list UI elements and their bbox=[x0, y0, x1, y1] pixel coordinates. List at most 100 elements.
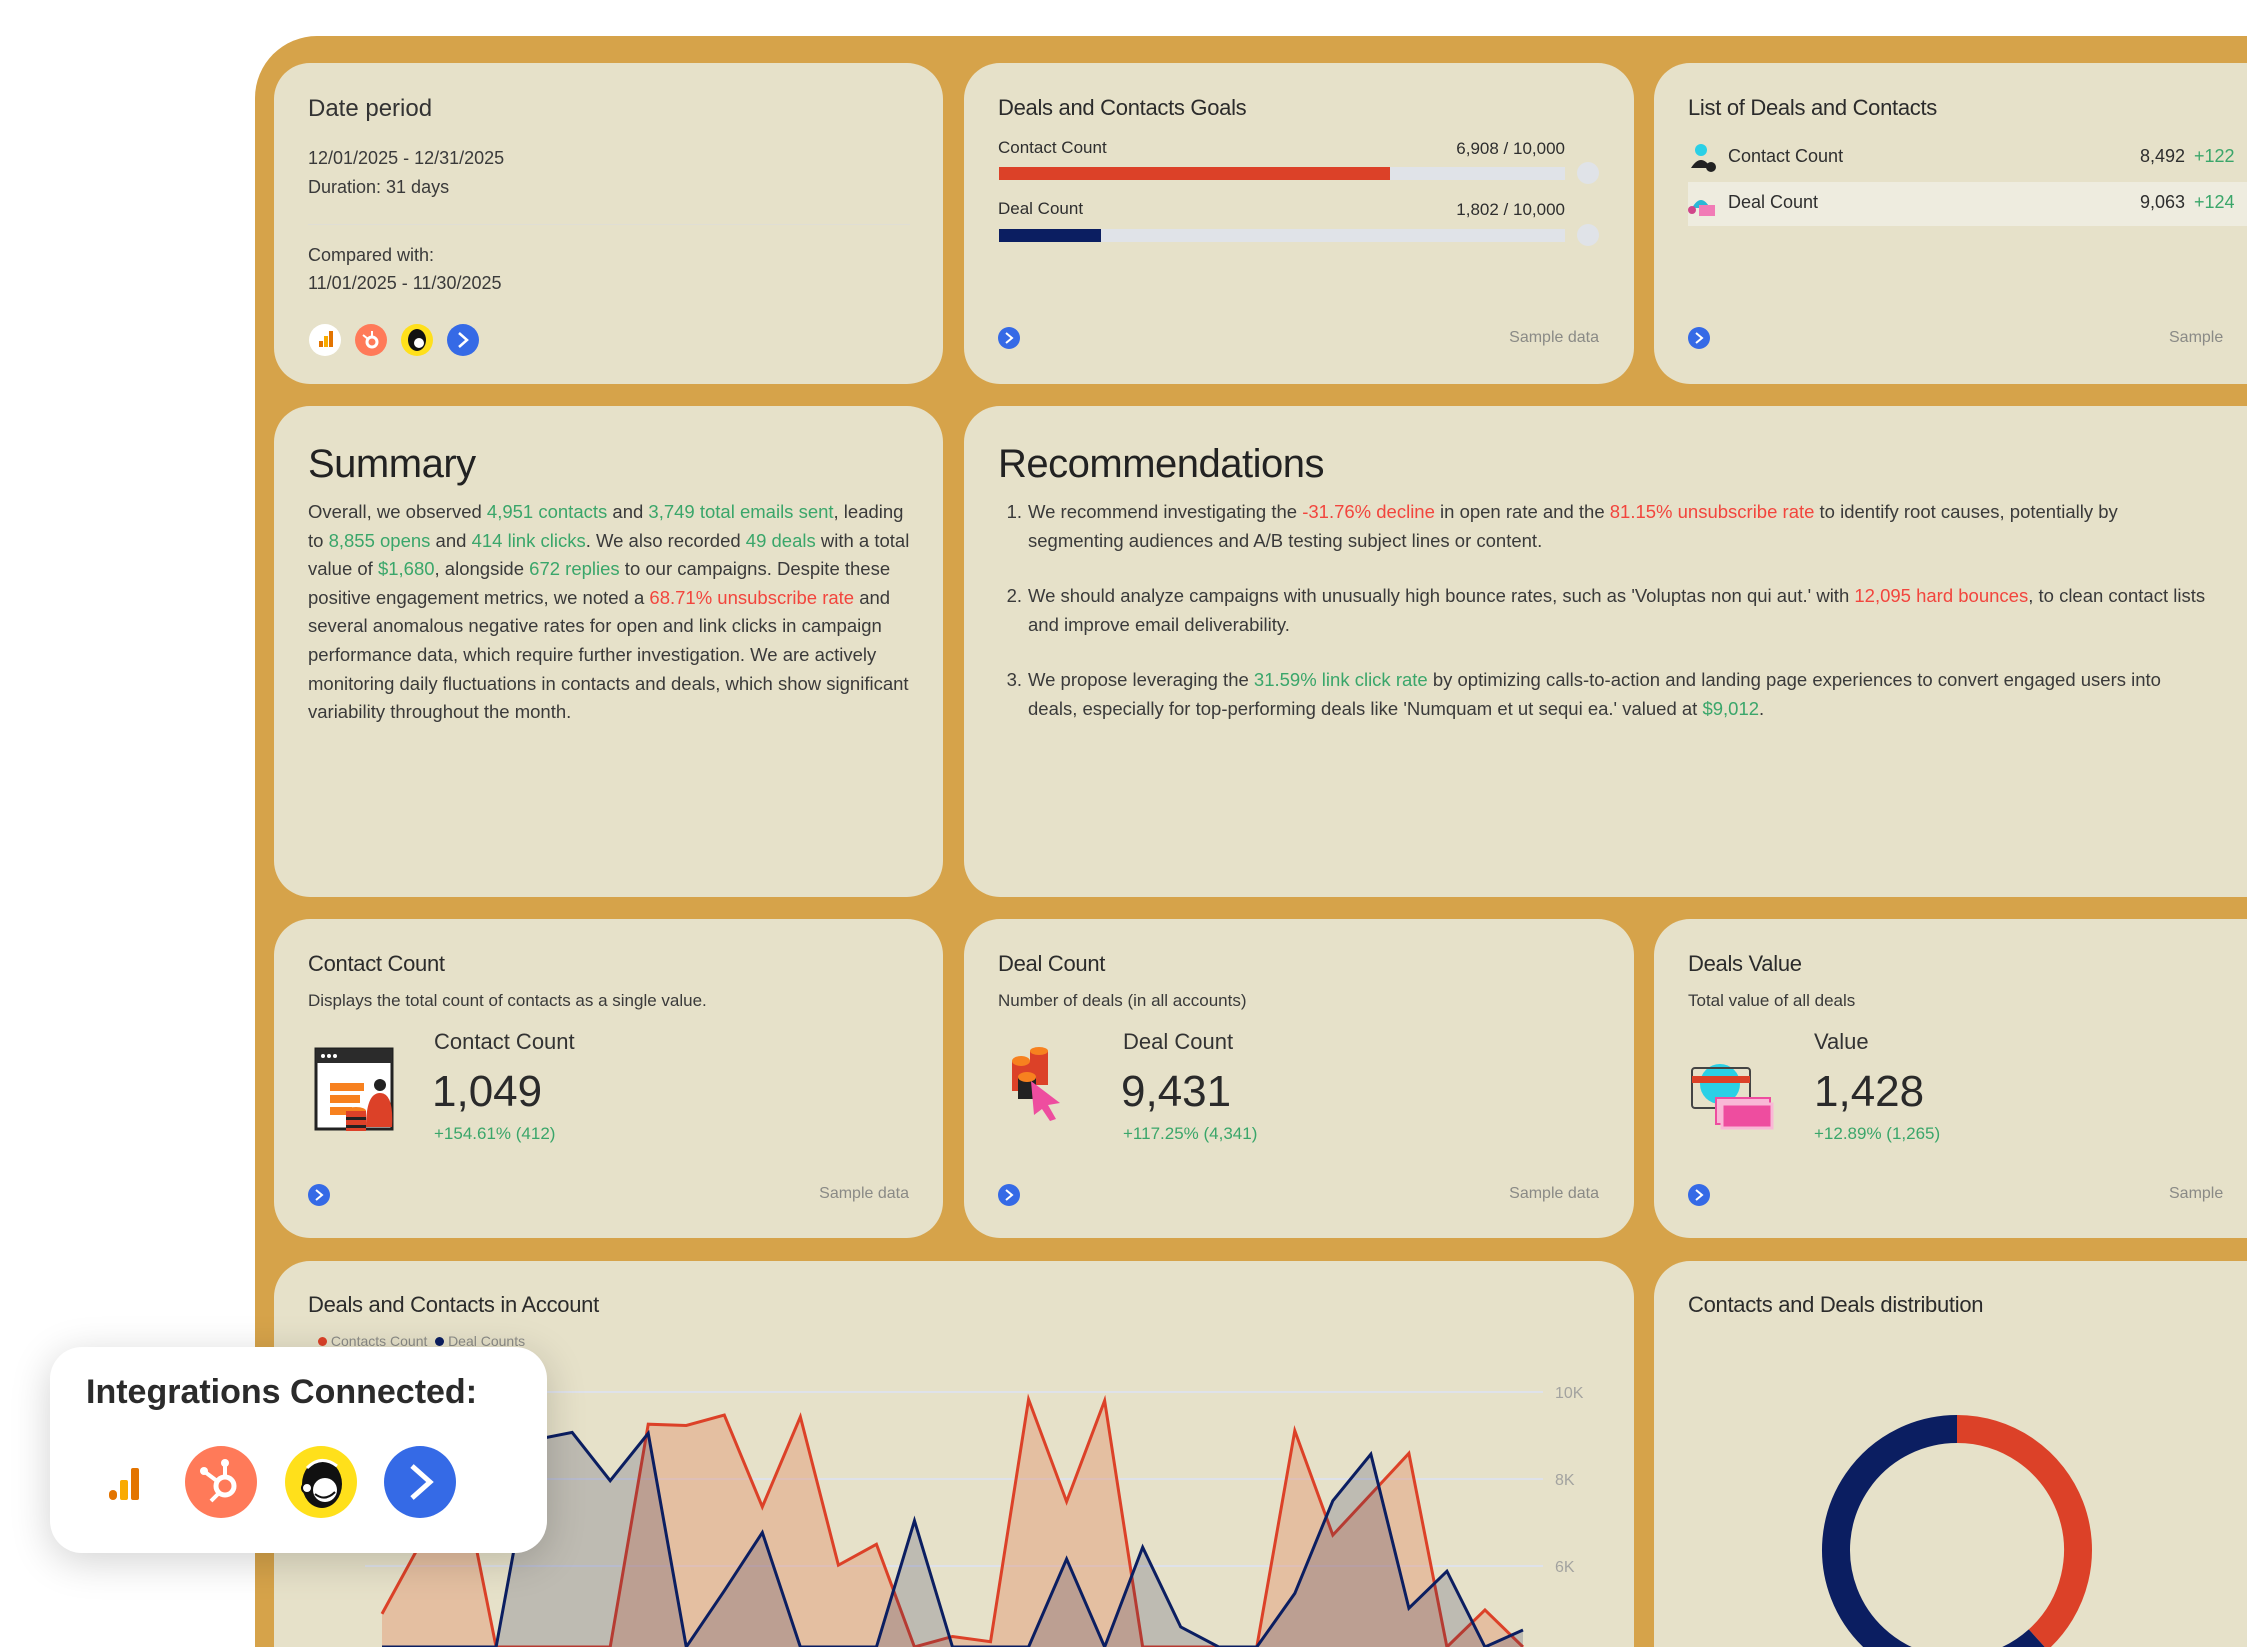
activecampaign-icon[interactable] bbox=[384, 1446, 456, 1518]
highlight-positive: 49 deals bbox=[745, 529, 816, 551]
text-segment: , to clean contact lists and improve ema… bbox=[1028, 585, 2206, 635]
duration: Duration: 31 days bbox=[308, 177, 450, 197]
sample-data-label: Sample bbox=[2169, 1185, 2224, 1202]
list-card: List of Deals and Contacts Contact Count… bbox=[1654, 63, 2247, 384]
chart-title: Deals and Contacts in Account bbox=[308, 1292, 599, 1317]
sample-data-label: Sample bbox=[2169, 329, 2224, 346]
donut-slice bbox=[1822, 1415, 2045, 1647]
contact-count-card: Contact Count Displays the total count o… bbox=[274, 919, 943, 1238]
legend-contacts[interactable]: Contacts Count bbox=[330, 1333, 428, 1349]
progress-knob[interactable] bbox=[1577, 162, 1599, 184]
hubspot-icon[interactable] bbox=[185, 1446, 257, 1518]
integration-icons bbox=[309, 324, 509, 356]
stat-value: 1,428 bbox=[1814, 1067, 1925, 1116]
summary-text: Overall, we observed 4,951 contacts and … bbox=[308, 498, 918, 727]
stat-label: Deal Count bbox=[1123, 1029, 1234, 1054]
integrations-popup: Integrations Connected: bbox=[50, 1347, 547, 1553]
legend-deals[interactable]: Deal Counts bbox=[448, 1333, 526, 1349]
compared-label: Compared with: bbox=[308, 245, 435, 265]
item-text: We propose leveraging the 31.59% link cl… bbox=[1028, 666, 2213, 723]
text-segment: and bbox=[430, 529, 472, 551]
deals-value-card: Deals Value Total value of all deals Val… bbox=[1654, 919, 2247, 1238]
google-analytics-icon[interactable] bbox=[87, 1446, 159, 1518]
list-row[interactable]: Contact Count 8,492 +122 bbox=[1688, 142, 2247, 172]
recommendation-item: 3. We propose leveraging the 31.59% link … bbox=[998, 666, 2213, 723]
text-segment: . bbox=[1759, 697, 1765, 719]
highlight-positive: $1,680 bbox=[377, 558, 435, 580]
row-label: Contact Count bbox=[1728, 146, 1844, 166]
text-segment: We propose leveraging the bbox=[1028, 669, 1254, 691]
highlight-positive: $9,012 bbox=[1702, 697, 1760, 719]
contact-goal-progress bbox=[999, 167, 1565, 180]
activecampaign-icon[interactable] bbox=[308, 1184, 330, 1206]
y-tick-label: 8K bbox=[1555, 1472, 1575, 1489]
text-segment: and bbox=[607, 501, 649, 522]
activecampaign-icon[interactable] bbox=[998, 1184, 1020, 1206]
legend-dot-contacts bbox=[318, 1337, 327, 1346]
text-segment: . We also recorded bbox=[585, 529, 746, 551]
item-number: 2. bbox=[1006, 585, 1022, 607]
text-segment: Overall, we observed bbox=[308, 501, 487, 522]
y-tick-label: 6K bbox=[1555, 1559, 1575, 1576]
list-row-highlight bbox=[1688, 182, 2247, 226]
text-segment: We recommend investigating the bbox=[1028, 501, 1303, 522]
recommendations-heading: Recommendations bbox=[998, 442, 1325, 486]
contact-person-icon bbox=[1691, 144, 1716, 172]
activecampaign-icon[interactable] bbox=[1688, 327, 1710, 349]
stat-label: Contact Count bbox=[434, 1029, 575, 1054]
chart-legend: Contacts Count Deal Counts bbox=[318, 1333, 525, 1349]
mailchimp-icon[interactable] bbox=[285, 1446, 357, 1518]
row-change: +124 bbox=[2194, 192, 2235, 212]
goal-value: 6,908 / 10,000 bbox=[1456, 139, 1565, 158]
deal-box-icon bbox=[1688, 200, 1715, 216]
chart-title: Contacts and Deals distribution bbox=[1688, 1292, 1984, 1317]
activecampaign-icon[interactable] bbox=[998, 327, 1020, 349]
text-segment: to our campaigns. Despite these positive… bbox=[308, 558, 891, 608]
stat-value: 1,049 bbox=[432, 1067, 543, 1116]
recommendation-item: 2. We should analyze campaigns with unusu… bbox=[998, 582, 2213, 639]
row-value: 9,063 bbox=[2140, 192, 2186, 212]
stat-value: 9,431 bbox=[1121, 1067, 1232, 1116]
stat-change: +154.61% (412) bbox=[434, 1124, 556, 1143]
stat-change: +117.25% (4,341) bbox=[1123, 1124, 1258, 1143]
google-analytics-icon[interactable] bbox=[309, 324, 341, 356]
text-segment: We should analyze campaigns with unusual… bbox=[1028, 585, 1855, 607]
card-title: Deals and Contacts Goals bbox=[998, 95, 1247, 120]
stat-change: +12.89% (1,265) bbox=[1814, 1124, 1941, 1143]
text-segment: with a total value of bbox=[308, 529, 910, 580]
text-segment: to identify root causes, potentially by … bbox=[1028, 501, 2118, 551]
recommendations-card: Recommendations 1. We recommend investiga… bbox=[964, 406, 2247, 897]
progress-fill bbox=[999, 229, 1101, 242]
activecampaign-icon[interactable] bbox=[447, 324, 479, 356]
text-segment: and several anomalous negative rates for… bbox=[308, 586, 909, 723]
area-chart: 6K 8K 10K bbox=[365, 1385, 1584, 1647]
sample-data-label: Sample data bbox=[819, 1185, 909, 1202]
card-description: Displays the total count of contacts as … bbox=[308, 991, 707, 1010]
list-row[interactable]: Deal Count 9,063 +124 bbox=[1688, 188, 2247, 218]
area-deals bbox=[382, 1432, 1523, 1647]
row-label: Deal Count bbox=[1728, 192, 1819, 212]
line-contacts bbox=[380, 1393, 1525, 1647]
coins-cursor-icon bbox=[1012, 1047, 1060, 1121]
recommendations-list: 1. We recommend investigating the -31.76%… bbox=[998, 498, 2213, 751]
compared-range: 11/01/2025 - 11/30/2025 bbox=[308, 273, 502, 293]
text-segment: in open rate and the bbox=[1434, 501, 1610, 522]
highlight-positive: 3,749 total emails sent bbox=[648, 501, 834, 522]
card-title: Date period bbox=[308, 95, 433, 122]
goals-card: Deals and Contacts Goals Contact Count 6… bbox=[964, 63, 1634, 384]
date-range: 12/01/2025 - 12/31/2025 bbox=[308, 148, 505, 168]
goal-value: 1,802 / 10,000 bbox=[1456, 200, 1565, 219]
item-text: We should analyze campaigns with unusual… bbox=[1028, 582, 2213, 639]
activecampaign-icon[interactable] bbox=[1688, 1184, 1710, 1206]
highlight-positive: 672 replies bbox=[529, 558, 620, 580]
highlight-negative: 68.71% unsubscribe rate bbox=[649, 586, 855, 608]
item-number: 1. bbox=[1006, 501, 1022, 522]
contacts-window-icon bbox=[314, 1047, 394, 1131]
text-segment: , leading to bbox=[308, 501, 904, 551]
hubspot-icon[interactable] bbox=[355, 324, 387, 356]
deal-goal-progress bbox=[999, 229, 1565, 242]
progress-knob[interactable] bbox=[1577, 224, 1599, 246]
y-tick-label: 10K bbox=[1555, 1385, 1584, 1402]
mailchimp-icon[interactable] bbox=[401, 324, 433, 356]
stat-label: Value bbox=[1814, 1029, 1869, 1054]
